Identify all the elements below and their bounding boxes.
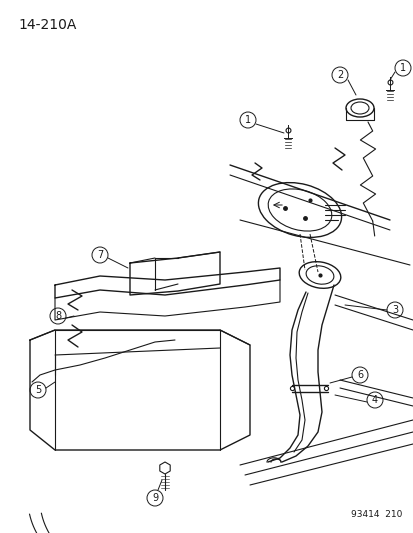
Text: 1: 1: [244, 115, 250, 125]
Text: 7: 7: [97, 250, 103, 260]
Text: 5: 5: [35, 385, 41, 395]
Text: 8: 8: [55, 311, 61, 321]
Text: 93414  210: 93414 210: [350, 510, 401, 519]
Text: 1: 1: [399, 63, 405, 73]
Text: 2: 2: [336, 70, 342, 80]
Text: 3: 3: [391, 305, 397, 315]
Text: 14-210A: 14-210A: [18, 18, 76, 32]
Text: 9: 9: [152, 493, 158, 503]
Text: 4: 4: [371, 395, 377, 405]
Text: 6: 6: [356, 370, 362, 380]
